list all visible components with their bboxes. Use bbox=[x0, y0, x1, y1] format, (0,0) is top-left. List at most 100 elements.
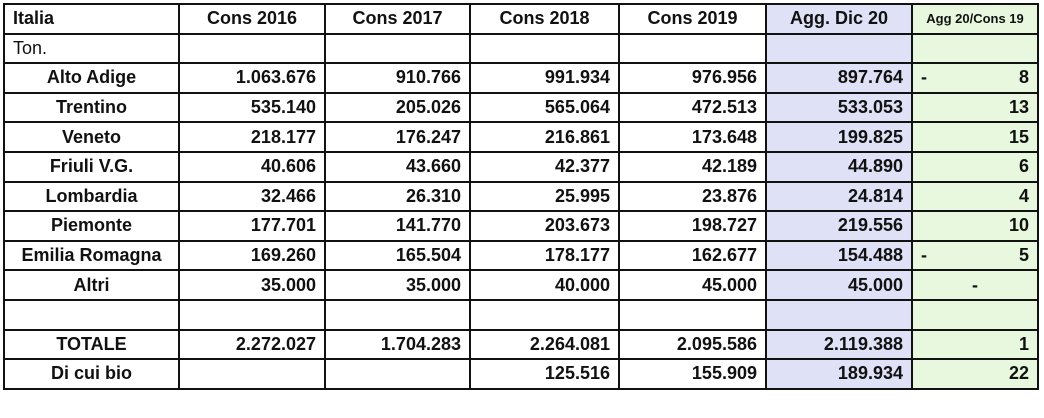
value-cell: 165.504 bbox=[324, 239, 471, 272]
empty-cell bbox=[618, 32, 767, 65]
value-cell: 533.053 bbox=[765, 91, 913, 124]
value-cell bbox=[178, 358, 326, 390]
ratio-cell: -5 bbox=[911, 239, 1039, 272]
minus-sign: - bbox=[921, 67, 927, 88]
ratio-value: 8 bbox=[1018, 67, 1029, 88]
consumption-table: Italia Cons 2016 Cons 2017 Cons 2018 Con… bbox=[3, 3, 1039, 390]
value-cell: 45.000 bbox=[618, 269, 767, 301]
empty-cell bbox=[3, 298, 180, 331]
region-label: Friuli V.G. bbox=[3, 150, 180, 183]
ratio-value: 13 bbox=[1008, 97, 1029, 118]
ratio-cell: -8 bbox=[911, 62, 1039, 94]
value-cell: 40.000 bbox=[469, 269, 620, 301]
ratio-value: 5 bbox=[1018, 245, 1029, 266]
value-cell: 25.995 bbox=[469, 180, 620, 213]
bio-row: Di cui bio 125.516 155.909 189.934 22 bbox=[3, 358, 1039, 390]
value-cell: 35.000 bbox=[178, 269, 326, 301]
header-cons-2017: Cons 2017 bbox=[324, 3, 471, 35]
region-label: Lombardia bbox=[3, 180, 180, 213]
header-ratio: Agg 20/Cons 19 bbox=[911, 3, 1039, 35]
value-cell: 199.825 bbox=[765, 121, 913, 153]
header-cons-2016: Cons 2016 bbox=[178, 3, 326, 35]
region-label: Trentino bbox=[3, 91, 180, 124]
header-agg-dic-20: Agg. Dic 20 bbox=[765, 3, 913, 35]
spacer-row bbox=[3, 298, 1039, 331]
value-cell: 40.606 bbox=[178, 150, 326, 183]
ratio-cell: 22 bbox=[911, 358, 1039, 390]
empty-cell bbox=[469, 298, 620, 331]
value-cell: 141.770 bbox=[324, 210, 471, 242]
value-cell: 2.119.388 bbox=[765, 328, 913, 361]
value-cell: 26.310 bbox=[324, 180, 471, 213]
table-row: Veneto 218.177 176.247 216.861 173.648 199.82… bbox=[3, 121, 1039, 153]
ratio-value: 6 bbox=[1018, 156, 1029, 177]
empty-cell bbox=[765, 298, 913, 331]
ratio-value: - bbox=[972, 274, 978, 295]
value-cell: 2.272.027 bbox=[178, 328, 326, 361]
value-cell: 2.095.586 bbox=[618, 328, 767, 361]
table-row: Alto Adige 1.063.676 910.766 991.934 976.956… bbox=[3, 62, 1039, 94]
header-italia: Italia bbox=[3, 3, 180, 35]
ratio-cell: 13 bbox=[911, 91, 1039, 124]
ratio-value: 15 bbox=[1008, 126, 1029, 147]
ratio-cell: 1 bbox=[911, 328, 1039, 361]
value-cell: 23.876 bbox=[618, 180, 767, 213]
header-row: Italia Cons 2016 Cons 2017 Cons 2018 Con… bbox=[3, 3, 1039, 35]
unit-row: Ton. bbox=[3, 32, 1039, 65]
region-label: Altri bbox=[3, 269, 180, 301]
table-row: Trentino 535.140 205.026 565.064 472.513 533.… bbox=[3, 91, 1039, 124]
table-row: Piemonte 177.701 141.770 203.673 198.727 219.… bbox=[3, 210, 1039, 242]
value-cell: 162.677 bbox=[618, 239, 767, 272]
ratio-cell: 10 bbox=[911, 210, 1039, 242]
table-row: Lombardia 32.466 26.310 25.995 23.876 24.814 4 bbox=[3, 180, 1039, 213]
empty-cell bbox=[324, 32, 471, 65]
value-cell: 45.000 bbox=[765, 269, 913, 301]
value-cell: 42.189 bbox=[618, 150, 767, 183]
value-cell: 203.673 bbox=[469, 210, 620, 242]
empty-cell bbox=[178, 298, 326, 331]
empty-cell bbox=[911, 32, 1039, 65]
minus-sign: - bbox=[921, 245, 927, 266]
value-cell: 219.556 bbox=[765, 210, 913, 242]
value-cell: 178.177 bbox=[469, 239, 620, 272]
value-cell: 535.140 bbox=[178, 91, 326, 124]
unit-label: Ton. bbox=[3, 32, 180, 65]
ratio-cell: 6 bbox=[911, 150, 1039, 183]
value-cell: 216.861 bbox=[469, 121, 620, 153]
totale-row: TOTALE 2.272.027 1.704.283 2.264.081 2.095.5… bbox=[3, 328, 1039, 361]
value-cell: 42.377 bbox=[469, 150, 620, 183]
value-cell: 991.934 bbox=[469, 62, 620, 94]
table-row: Friuli V.G. 40.606 43.660 42.377 42.189 44.89… bbox=[3, 150, 1039, 183]
region-label: Piemonte bbox=[3, 210, 180, 242]
value-cell: 565.064 bbox=[469, 91, 620, 124]
value-cell: 2.264.081 bbox=[469, 328, 620, 361]
value-cell: 173.648 bbox=[618, 121, 767, 153]
empty-cell bbox=[911, 298, 1039, 331]
header-cons-2018: Cons 2018 bbox=[469, 3, 620, 35]
empty-cell bbox=[178, 32, 326, 65]
region-label: Alto Adige bbox=[3, 62, 180, 94]
value-cell: 897.764 bbox=[765, 62, 913, 94]
table-row: Altri 35.000 35.000 40.000 45.000 45.000- bbox=[3, 269, 1039, 301]
value-cell: 910.766 bbox=[324, 62, 471, 94]
value-cell: 32.466 bbox=[178, 180, 326, 213]
bio-label: Di cui bio bbox=[3, 358, 180, 390]
value-cell: 169.260 bbox=[178, 239, 326, 272]
value-cell: 472.513 bbox=[618, 91, 767, 124]
value-cell: 35.000 bbox=[324, 269, 471, 301]
value-cell bbox=[324, 358, 471, 390]
region-label: Emilia Romagna bbox=[3, 239, 180, 272]
totale-label: TOTALE bbox=[3, 328, 180, 361]
value-cell: 176.247 bbox=[324, 121, 471, 153]
ratio-cell: - bbox=[911, 269, 1039, 301]
value-cell: 154.488 bbox=[765, 239, 913, 272]
value-cell: 125.516 bbox=[469, 358, 620, 390]
empty-cell bbox=[765, 32, 913, 65]
value-cell: 1.704.283 bbox=[324, 328, 471, 361]
empty-cell bbox=[469, 32, 620, 65]
ratio-cell: 4 bbox=[911, 180, 1039, 213]
value-cell: 24.814 bbox=[765, 180, 913, 213]
value-cell: 1.063.676 bbox=[178, 62, 326, 94]
value-cell: 177.701 bbox=[178, 210, 326, 242]
value-cell: 189.934 bbox=[765, 358, 913, 390]
